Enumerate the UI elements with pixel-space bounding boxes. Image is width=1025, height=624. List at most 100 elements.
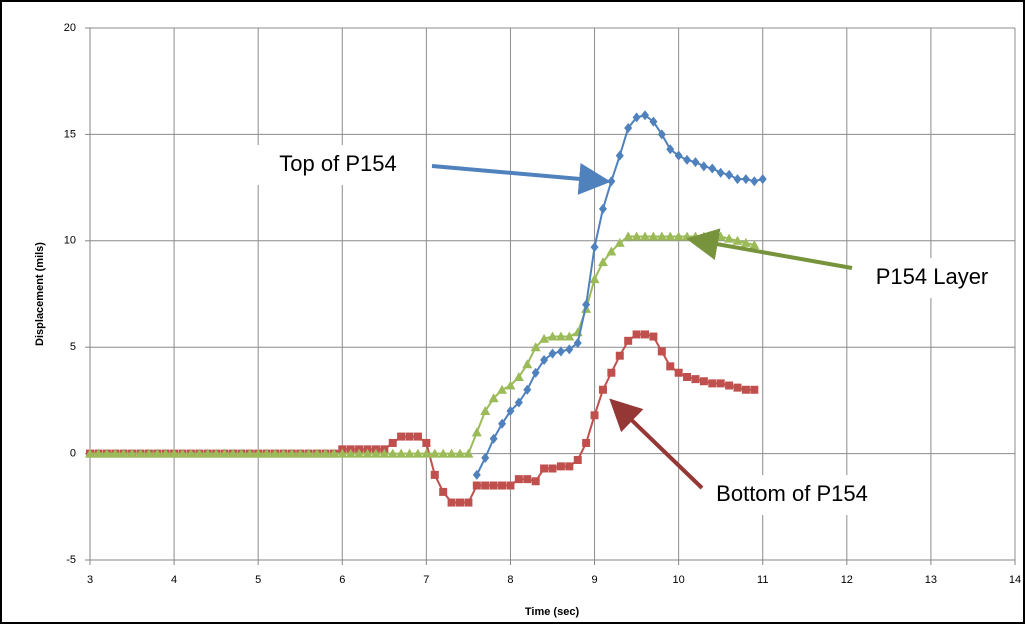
marker — [345, 448, 356, 458]
marker — [101, 448, 112, 458]
annotation-box — [690, 475, 890, 515]
x-tick-label: 9 — [591, 574, 597, 586]
marker — [674, 150, 683, 161]
marker — [749, 240, 760, 250]
marker — [590, 242, 599, 253]
marker — [699, 377, 708, 386]
marker — [631, 231, 642, 241]
marker — [683, 372, 692, 381]
marker — [673, 231, 684, 241]
annotation: Bottom of P154 — [716, 481, 868, 506]
marker — [328, 448, 339, 458]
marker — [656, 231, 667, 241]
x-tick-label: 12 — [841, 574, 853, 586]
x-tick-label: 10 — [673, 574, 685, 586]
x-tick-label: 4 — [171, 574, 177, 586]
marker — [632, 112, 641, 123]
marker — [548, 464, 557, 473]
marker — [396, 448, 407, 458]
marker — [219, 448, 230, 458]
marker — [472, 481, 481, 490]
marker — [547, 331, 558, 341]
marker — [211, 448, 222, 458]
marker — [177, 448, 188, 458]
marker — [413, 432, 422, 441]
marker — [530, 342, 541, 352]
marker — [160, 448, 171, 458]
marker — [666, 144, 675, 155]
marker — [648, 231, 659, 241]
marker — [716, 167, 725, 178]
grid: -5 0 5 10 15 20 3 4 5 6 7 8 9 10 11 12 13 14 — [64, 22, 1021, 586]
marker — [506, 481, 515, 490]
y-tick-label: 20 — [64, 22, 76, 34]
y-tick-label: 0 — [70, 448, 76, 460]
marker — [540, 464, 549, 473]
marker — [236, 448, 247, 458]
marker — [740, 237, 751, 247]
marker — [565, 462, 574, 471]
marker — [606, 246, 617, 256]
marker — [244, 448, 255, 458]
marker — [397, 432, 406, 441]
marker — [724, 233, 735, 243]
marker — [741, 174, 750, 185]
marker — [412, 448, 423, 458]
marker — [750, 385, 759, 394]
marker — [641, 110, 649, 121]
marker — [185, 448, 196, 458]
marker — [93, 448, 104, 458]
marker — [194, 448, 205, 458]
marker — [716, 379, 725, 388]
marker — [632, 330, 641, 339]
marker — [253, 448, 264, 458]
x-tick-label: 14 — [1009, 574, 1021, 586]
marker — [699, 161, 708, 172]
marker — [589, 274, 600, 284]
marker — [498, 418, 507, 429]
marker — [489, 433, 498, 444]
annotation: P154 Layer — [876, 264, 989, 289]
marker — [118, 448, 129, 458]
marker — [152, 448, 163, 458]
marker — [640, 231, 650, 241]
marker — [565, 344, 574, 355]
marker — [598, 203, 607, 214]
marker — [708, 379, 717, 388]
marker — [708, 163, 717, 174]
marker — [691, 157, 700, 168]
marker — [758, 174, 767, 185]
marker — [354, 448, 365, 458]
marker — [733, 383, 742, 392]
marker — [480, 406, 491, 416]
marker — [597, 257, 608, 267]
marker — [531, 367, 540, 378]
marker — [295, 448, 306, 458]
marker — [573, 337, 582, 348]
y-tick-label: -5 — [66, 554, 76, 566]
marker — [506, 406, 515, 417]
marker — [649, 332, 658, 341]
marker — [615, 150, 624, 161]
x-tick-label: 6 — [339, 574, 345, 586]
marker — [456, 498, 464, 507]
marker — [362, 448, 373, 458]
marker — [523, 475, 532, 484]
marker — [387, 448, 398, 458]
marker — [489, 481, 498, 490]
marker — [261, 448, 272, 458]
marker — [522, 359, 533, 369]
marker — [227, 448, 238, 458]
marker — [286, 448, 297, 458]
marker — [691, 375, 700, 384]
x-tick-label: 8 — [507, 574, 513, 586]
annotation-arrow — [609, 398, 704, 490]
marker — [446, 448, 457, 458]
marker — [548, 348, 557, 359]
marker — [649, 116, 658, 127]
y-axis-title: Displacement (mils) — [34, 242, 46, 346]
marker — [657, 129, 666, 140]
x-tick-label: 7 — [423, 574, 429, 586]
marker — [556, 346, 565, 357]
